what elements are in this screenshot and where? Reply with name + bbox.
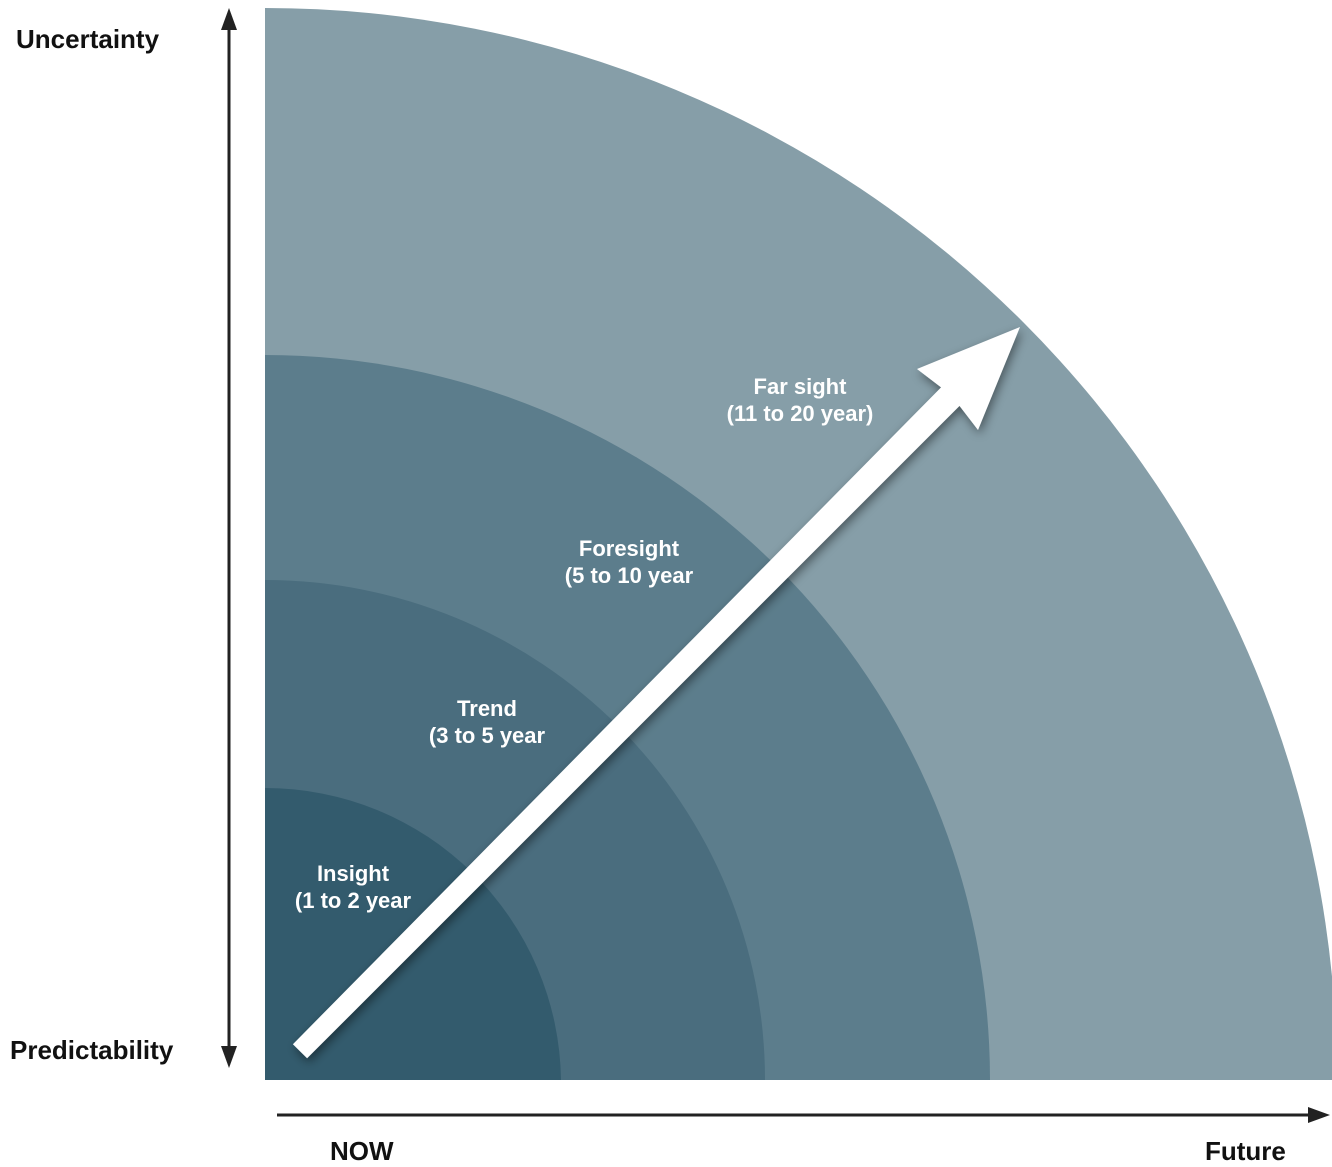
now-label: NOW [330, 1136, 394, 1166]
vertical-axis-arrow [221, 8, 237, 1068]
insight-label: Insight (1 to 2 year [295, 860, 411, 914]
predictability-label: Predictability [10, 1035, 174, 1065]
growth-arrow [292, 327, 1020, 1059]
uncertainty-label: Uncertainty [16, 24, 160, 54]
far-sight-title: Far sight [753, 374, 847, 399]
far-sight-label: Far sight (11 to 20 year) [727, 373, 874, 427]
foresight-label: Foresight (5 to 10 year [565, 535, 693, 589]
far-sight-range: (11 to 20 year) [726, 401, 874, 426]
future-label: Future [1205, 1136, 1286, 1166]
horizontal-axis-arrow [277, 1107, 1330, 1123]
trend-title: Trend [457, 696, 517, 721]
foresight-range: (5 to 10 year [564, 563, 694, 588]
insight-range: (1 to 2 year [294, 888, 412, 913]
trend-range: (3 to 5 year [428, 723, 546, 748]
foresight-title: Foresight [578, 536, 680, 561]
insight-title: Insight [316, 861, 390, 886]
trend-label: Trend (3 to 5 year [429, 695, 545, 749]
